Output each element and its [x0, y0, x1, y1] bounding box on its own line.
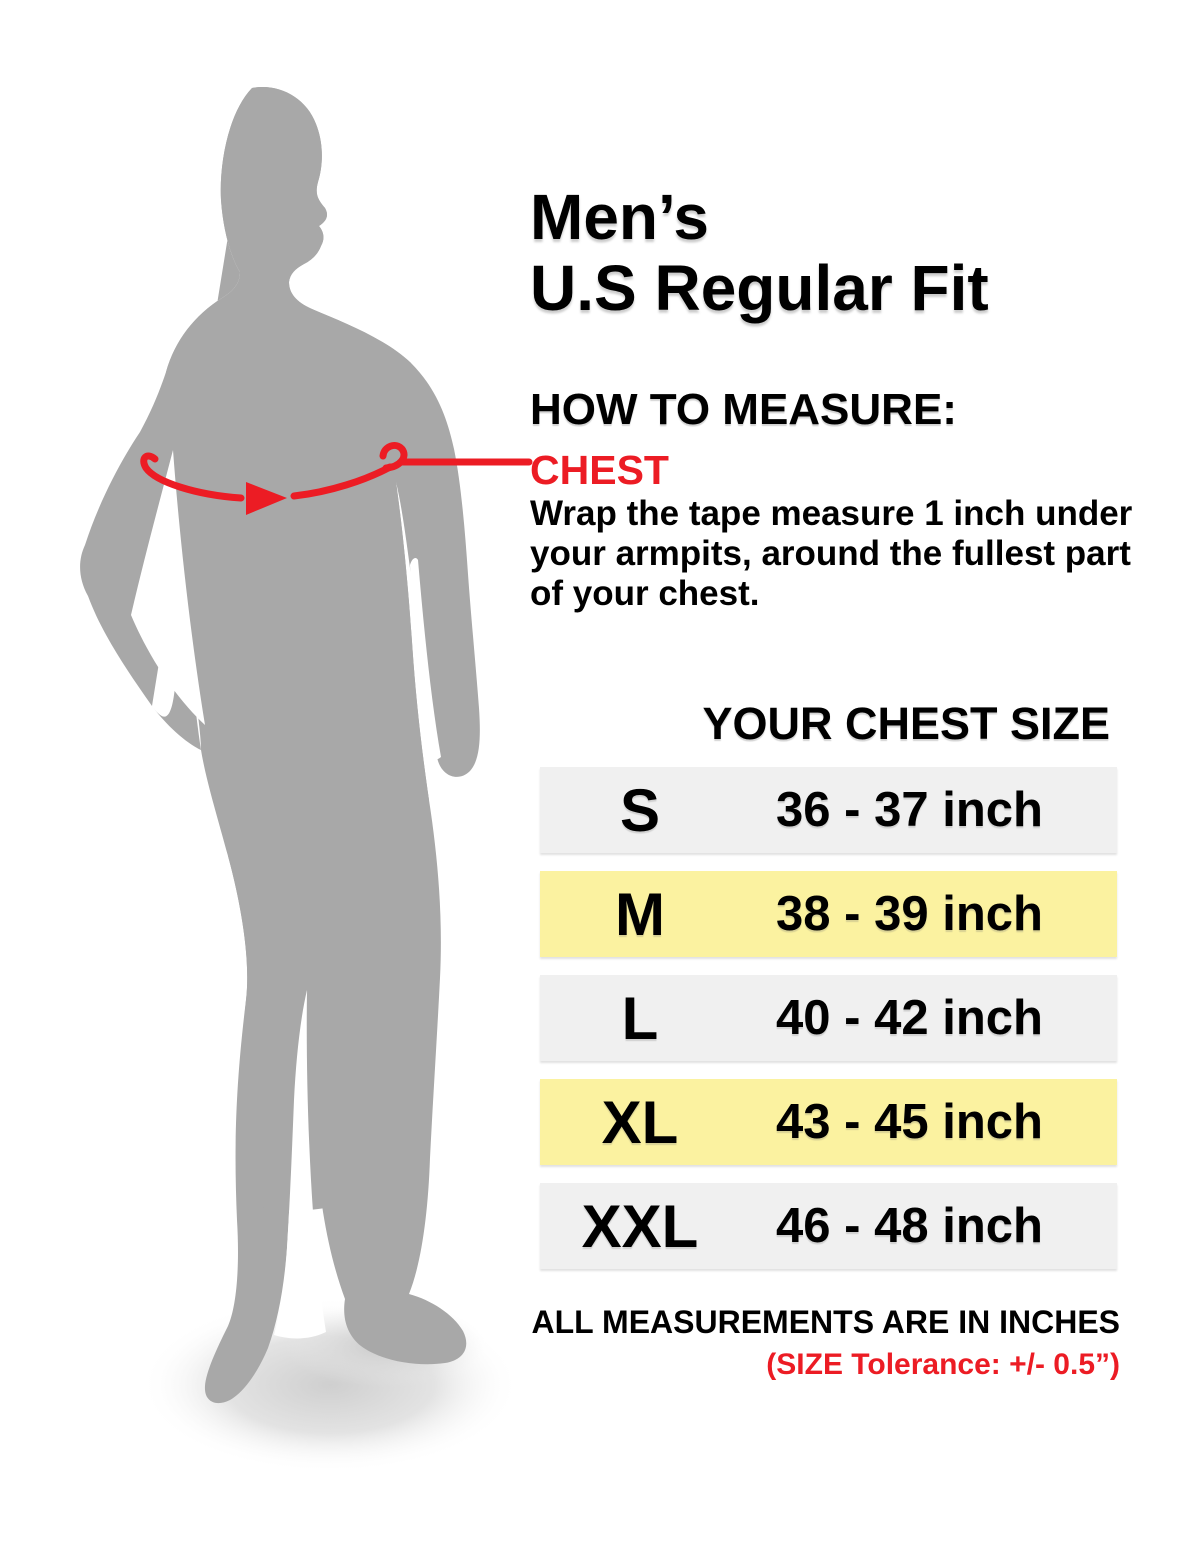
size-label: L	[621, 984, 659, 1052]
tape-measure-arc	[140, 442, 533, 502]
measure-instructions: Wrap the tape measure 1 inch under your …	[530, 494, 1133, 613]
tape-end-hook	[379, 442, 408, 472]
size-label: XL	[601, 1088, 679, 1156]
tape-left-arc	[140, 452, 245, 502]
how-to-measure-heading: HOW TO MEASURE:	[530, 385, 957, 434]
size-label: XXL	[581, 1192, 699, 1260]
size-row-xxl: XXL 46 - 48 inch	[540, 1183, 1117, 1269]
size-label: S	[619, 776, 661, 844]
size-range: 38 - 39 inch	[776, 887, 1043, 941]
size-tolerance-note: (SIZE Tolerance: +/- 0.5”)	[766, 1348, 1120, 1381]
tape-right-arc	[290, 463, 394, 500]
page-title: Men’s U.S Regular Fit	[530, 181, 989, 324]
size-range: 46 - 48 inch	[776, 1199, 1043, 1253]
size-row-s: S 36 - 37 inch	[540, 767, 1117, 853]
gap-between-legs	[274, 990, 326, 1339]
size-row-xl: XL 43 - 45 inch	[540, 1079, 1117, 1165]
size-range: 40 - 42 inch	[776, 991, 1043, 1045]
tape-arrowhead	[246, 482, 287, 515]
size-row-l: L 40 - 42 inch	[540, 975, 1117, 1061]
size-range: 43 - 45 inch	[776, 1095, 1043, 1149]
gap-right-arm	[410, 557, 441, 760]
gap-left-arm	[131, 450, 205, 725]
silhouette-torso	[166, 86, 429, 1211]
chest-size-table-header: YOUR CHEST SIZE	[702, 698, 1110, 749]
measurements-note: ALL MEASUREMENTS ARE IN INCHES	[531, 1304, 1120, 1340]
man-silhouette-figure	[80, 86, 533, 1473]
size-row-m: M 38 - 39 inch	[540, 871, 1117, 957]
size-table: S 36 - 37 inch M 38 - 39 inch L 40 - 42 inch X…	[540, 767, 1117, 1287]
chest-measure-label: CHEST	[530, 447, 669, 493]
size-label: M	[615, 880, 665, 948]
size-range: 36 - 37 inch	[776, 783, 1043, 837]
